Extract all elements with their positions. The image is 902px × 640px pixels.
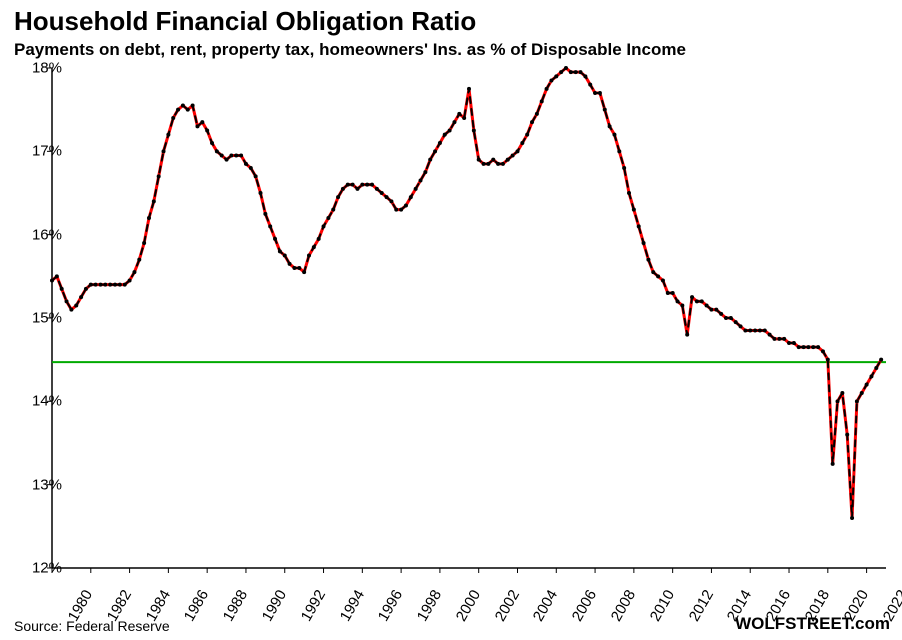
source-text: Source: Federal Reserve [14,618,170,634]
y-tick-label: 12% [16,560,62,577]
y-tick-label: 16% [16,226,62,243]
y-tick-label: 15% [16,310,62,327]
y-tick-label: 17% [16,143,62,160]
watermark-text: WOLFSTREET.com [735,614,890,634]
chart-container: Household Financial Obligation Ratio Pay… [0,0,902,640]
y-tick-label: 18% [16,60,62,77]
y-tick-label: 14% [16,393,62,410]
y-tick-label: 13% [16,476,62,493]
chart-svg [0,0,902,640]
